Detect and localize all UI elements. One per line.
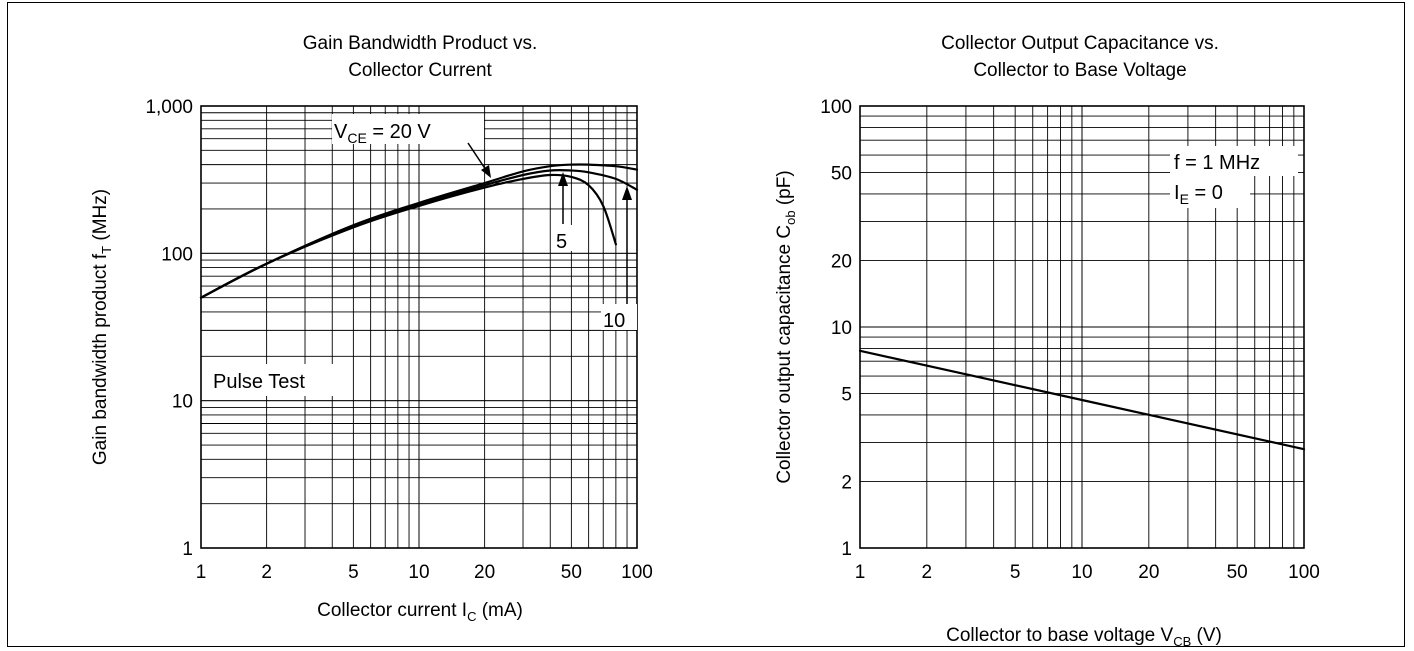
annotation-ten: 10 <box>603 310 625 332</box>
annotation-five: 5 <box>556 231 567 253</box>
chart-right-x-tick-label: 50 <box>1227 562 1248 583</box>
chart-right-y-tick-label: 2 <box>841 472 852 493</box>
vce-arrow-head <box>481 165 491 178</box>
ie-label-bg <box>1170 176 1250 208</box>
chart-right-plot-border <box>859 105 1305 549</box>
five-label-bg <box>553 225 575 251</box>
chart-left-x-ticks: 1 2 5 10 20 50 100 <box>196 562 653 583</box>
chart-left-grid <box>200 105 638 549</box>
annotation-pulse-test: Pulse Test <box>213 371 305 393</box>
ten-label-bg <box>601 304 637 330</box>
chart-left-y-tick-label: 1 <box>182 539 193 560</box>
figure-frame <box>7 2 1405 647</box>
chart-right-grid <box>859 105 1305 549</box>
five-arrow-head <box>558 172 568 186</box>
chart-left-y-tick-label: 10 <box>172 392 193 413</box>
chart-right: Collector Output Capacitance vs. Collect… <box>774 33 1320 649</box>
pulse-label-bg <box>205 364 340 396</box>
chart-left-x-tick-label: 2 <box>261 562 272 583</box>
chart-left-y-tick-label: 1,000 <box>145 97 193 118</box>
chart-right-x-ticks: 1 2 5 10 20 50 100 <box>855 562 1320 583</box>
chart-left-x-tick-label: 100 <box>621 562 653 583</box>
chart-left-y-ticks: 1 10 100 1,000 <box>145 97 193 560</box>
annotation-frequency: f = 1 MHz <box>1174 152 1260 174</box>
chart-right-y-ticks: 1 2 5 10 20 50 100 <box>820 97 852 560</box>
chart-right-x-tick-label: 20 <box>1138 562 1159 583</box>
chart-left-x-tick-label: 20 <box>474 562 495 583</box>
chart-right-x-tick-label: 1 <box>855 562 866 583</box>
chart-left-curves <box>199 163 639 299</box>
chart-left-y-tick-label: 100 <box>161 244 193 265</box>
chart-right-curves <box>858 349 1306 451</box>
chart-left-subtitle: Collector Current <box>348 60 492 81</box>
chart-right-x-label: Collector to base voltage VCB (V) <box>946 625 1222 649</box>
chart-left-y-label: Gain bandwidth product fT (MHz) <box>90 189 114 465</box>
chart-right-series-line-0 <box>858 349 1306 451</box>
annotation-ie: IE = 0 <box>1174 182 1223 207</box>
chart-left-series-line-2 <box>199 173 617 299</box>
chart-right-y-tick-label: 1 <box>841 539 852 560</box>
chart-left: Gain Bandwidth Product vs. Collector Cur… <box>90 33 653 624</box>
chart-right-y-tick-label: 100 <box>820 97 852 118</box>
chart-right-subtitle: Collector to Base Voltage <box>973 60 1186 81</box>
chart-right-x-tick-label: 2 <box>922 562 933 583</box>
chart-right-y-tick-label: 5 <box>841 385 852 406</box>
chart-left-x-tick-label: 50 <box>561 562 582 583</box>
chart-left-x-tick-label: 1 <box>196 562 207 583</box>
annotation-vce: VCE = 20 V <box>334 121 431 146</box>
chart-left-x-tick-label: 10 <box>408 562 429 583</box>
vce-label-bg <box>332 114 484 144</box>
chart-right-x-tick-label: 5 <box>1010 562 1021 583</box>
chart-right-title: Collector Output Capacitance vs. <box>941 33 1219 54</box>
chart-right-y-tick-label: 50 <box>831 164 852 185</box>
chart-right-y-tick-label: 20 <box>831 251 852 272</box>
chart-right-y-label: Collector output capacitance Cob (pF) <box>774 170 798 483</box>
chart-right-x-tick-label: 100 <box>1288 562 1320 583</box>
chart-left-title: Gain Bandwidth Product vs. <box>303 33 537 54</box>
chart-left-x-label: Collector current IC (mA) <box>317 600 523 624</box>
chart-left-x-tick-label: 5 <box>348 562 359 583</box>
ten-arrow-head <box>622 186 632 200</box>
chart-right-x-tick-label: 10 <box>1071 562 1092 583</box>
chart-right-y-tick-label: 10 <box>831 318 852 339</box>
freq-label-bg <box>1170 146 1298 176</box>
